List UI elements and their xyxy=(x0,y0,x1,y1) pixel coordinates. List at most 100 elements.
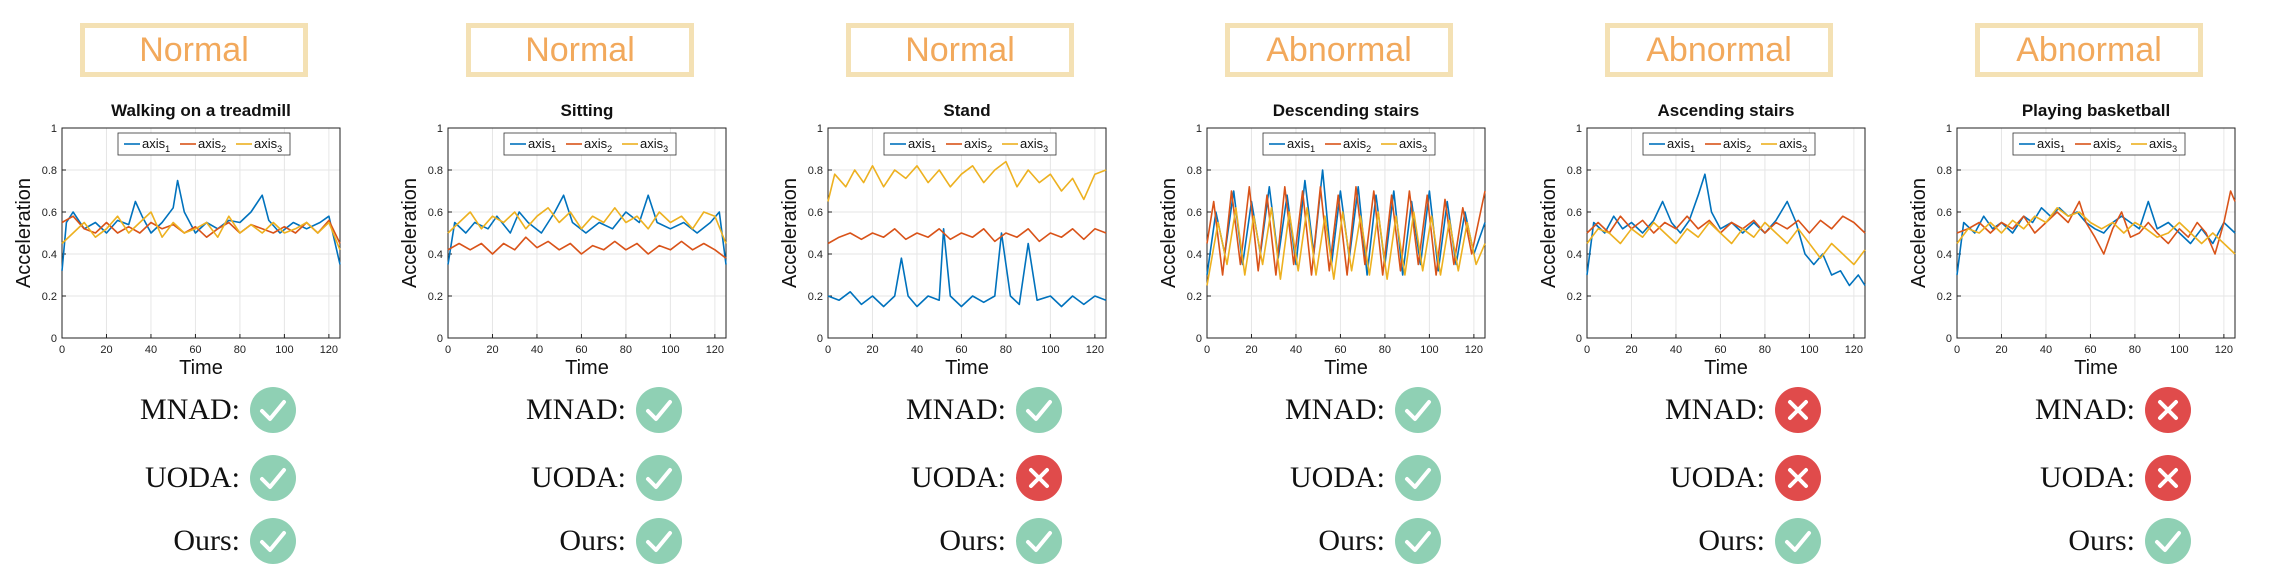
chart-basketball: Playing basketball 0 0.2 0.4 0.6 0.8 1 0 20 40 60 8… xyxy=(1908,101,2236,379)
x-tick-label: 20 xyxy=(866,344,878,356)
legend-label: axis1 xyxy=(142,136,170,154)
cross-icon xyxy=(2145,455,2191,501)
plot-frame xyxy=(1206,127,1486,339)
chart-title: Playing basketball xyxy=(2022,101,2170,120)
panel-sitting: Normal Sitting 0 0.2 0.4 0.6 0.8 1 0 20 40 60 80 100… xyxy=(386,0,766,580)
check-icon xyxy=(1016,387,1062,433)
cross-icon xyxy=(1775,387,1821,433)
result-row-mnad: MNAD: xyxy=(1955,387,2191,433)
chart-descending: Descending stairs 0 0.2 0.4 0.6 0.8 1 0 20 40 60 80… xyxy=(1158,101,1486,379)
plot-frame xyxy=(61,127,341,339)
x-tick-label: 100 xyxy=(1800,344,1818,356)
y-tick-label: 0.8 xyxy=(428,165,443,177)
y-tick-label: 0.2 xyxy=(808,291,823,303)
legend-box xyxy=(883,132,1057,156)
y-tick-label: 1 xyxy=(51,123,57,135)
x-tick-label: 40 xyxy=(1670,344,1682,356)
result-label-ours: Ours: xyxy=(1318,524,1385,557)
result-label-mnad: MNAD: xyxy=(139,393,240,426)
legend-label: axis1 xyxy=(1667,136,1695,154)
result-label-uoda: UODA: xyxy=(531,461,626,494)
check-icon xyxy=(636,387,682,433)
series-line-axis3 xyxy=(1586,221,1866,266)
check-icon xyxy=(636,518,682,564)
result-row-ours: Ours: xyxy=(60,518,296,564)
legend-label: axis2 xyxy=(198,136,226,154)
x-tick-label: 100 xyxy=(2170,344,2188,356)
check-icon xyxy=(2145,518,2191,564)
y-tick-label: 0.6 xyxy=(808,207,823,219)
y-tick-label: 1 xyxy=(437,123,443,135)
status-label-box: Abnormal xyxy=(1605,23,1833,77)
x-axis-label: Time xyxy=(565,357,609,379)
chart-title: Descending stairs xyxy=(1273,101,1419,120)
result-label-uoda: UODA: xyxy=(145,461,240,494)
y-axis-label: Acceleration xyxy=(399,178,421,288)
result-row-uoda: UODA: xyxy=(1205,455,1441,501)
x-tick-label: 60 xyxy=(575,344,587,356)
x-tick-label: 80 xyxy=(2129,344,2141,356)
x-tick-label: 80 xyxy=(1379,344,1391,356)
x-tick-label: 0 xyxy=(825,344,831,356)
x-tick-label: 40 xyxy=(145,344,157,356)
y-tick-label: 0.6 xyxy=(42,207,57,219)
legend-box xyxy=(1262,132,1436,156)
legend-label: axis2 xyxy=(584,136,612,154)
result-row-ours: Ours: xyxy=(1585,518,1821,564)
series-line-axis2 xyxy=(1206,186,1486,276)
x-tick-label: 60 xyxy=(955,344,967,356)
x-tick-label: 60 xyxy=(1714,344,1726,356)
legend-label: axis3 xyxy=(640,136,668,154)
y-tick-label: 0 xyxy=(1946,333,1952,345)
series-line-axis3 xyxy=(1206,207,1486,286)
result-row-mnad: MNAD: xyxy=(446,387,682,433)
legend-label: axis1 xyxy=(528,136,556,154)
result-row-mnad: MNAD: xyxy=(1585,387,1821,433)
series-line-axis3 xyxy=(61,211,341,251)
x-tick-label: 120 xyxy=(706,344,724,356)
panel-descending: Abnormal Descending stairs 0 0.2 0.4 0.6 0.8 1… xyxy=(1145,0,1525,580)
legend-box xyxy=(2012,132,2186,156)
y-tick-label: 0.8 xyxy=(1187,165,1202,177)
y-tick-label: 0.6 xyxy=(1567,207,1582,219)
legend-label: axis1 xyxy=(908,136,936,154)
x-tick-label: 40 xyxy=(1290,344,1302,356)
x-tick-label: 80 xyxy=(1000,344,1012,356)
legend-label: axis3 xyxy=(1779,136,1807,154)
y-tick-label: 0.2 xyxy=(1567,291,1582,303)
result-row-mnad: MNAD: xyxy=(1205,387,1441,433)
series-line-axis1 xyxy=(827,228,1107,308)
series-line-axis2 xyxy=(827,228,1107,245)
x-tick-label: 120 xyxy=(1845,344,1863,356)
result-label-mnad: MNAD: xyxy=(1284,393,1385,426)
status-label-box: Normal xyxy=(846,23,1074,77)
y-tick-label: 0 xyxy=(51,333,57,345)
y-tick-label: 0 xyxy=(1576,333,1582,345)
legend-label: axis2 xyxy=(1723,136,1751,154)
x-tick-label: 20 xyxy=(1245,344,1257,356)
result-label-mnad: MNAD: xyxy=(905,393,1006,426)
chart-title: Walking on a treadmill xyxy=(111,101,291,120)
result-row-uoda: UODA: xyxy=(446,455,682,501)
x-tick-label: 0 xyxy=(445,344,451,356)
x-tick-label: 100 xyxy=(1041,344,1059,356)
y-tick-label: 1 xyxy=(1576,123,1582,135)
y-tick-label: 1 xyxy=(1946,123,1952,135)
x-tick-label: 20 xyxy=(1625,344,1637,356)
y-tick-label: 0.2 xyxy=(1937,291,1952,303)
result-row-ours: Ours: xyxy=(826,518,1062,564)
cross-icon xyxy=(2145,387,2191,433)
series-line-axis3 xyxy=(827,160,1107,202)
y-tick-label: 0.2 xyxy=(1187,291,1202,303)
result-row-uoda: UODA: xyxy=(1585,455,1821,501)
legend-label: axis1 xyxy=(1287,136,1315,154)
legend-label: axis2 xyxy=(1343,136,1371,154)
check-icon xyxy=(1016,518,1062,564)
y-axis-label: Acceleration xyxy=(779,178,801,288)
x-tick-label: 40 xyxy=(531,344,543,356)
result-label-ours: Ours: xyxy=(559,524,626,557)
series-line-axis3 xyxy=(447,207,727,244)
plot-frame xyxy=(827,127,1107,339)
legend-label: axis3 xyxy=(254,136,282,154)
y-tick-label: 0 xyxy=(437,333,443,345)
